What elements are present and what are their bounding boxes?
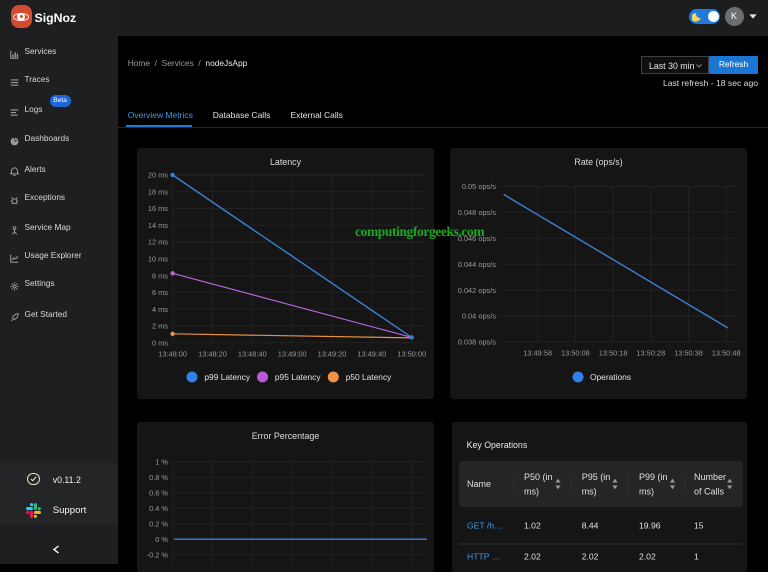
svg-text:Number: Number — [694, 472, 726, 482]
svg-text:0.042 ops/s: 0.042 ops/s — [458, 286, 497, 295]
svg-text:13:49:58: 13:49:58 — [523, 349, 552, 358]
svg-text:13:50:08: 13:50:08 — [561, 349, 590, 358]
svg-text:Operations: Operations — [590, 372, 631, 382]
svg-text:2.02: 2.02 — [524, 552, 541, 562]
svg-text:0.044 ops/s: 0.044 ops/s — [458, 260, 497, 269]
svg-text:8.44: 8.44 — [582, 521, 599, 531]
svg-text:2.02: 2.02 — [582, 552, 599, 562]
svg-text:P99 (in: P99 (in — [639, 472, 668, 482]
svg-text:p50 Latency: p50 Latency — [346, 372, 392, 382]
svg-text:2 ms: 2 ms — [152, 322, 168, 331]
svg-text:-0.2 %: -0.2 % — [147, 550, 169, 559]
svg-text:18 ms: 18 ms — [148, 188, 168, 197]
svg-text:6 ms: 6 ms — [152, 288, 168, 297]
svg-text:1: 1 — [694, 552, 699, 562]
svg-text:8 ms: 8 ms — [152, 271, 168, 280]
svg-text:2.02: 2.02 — [639, 552, 656, 562]
svg-text:15: 15 — [694, 521, 704, 531]
svg-text:Name: Name — [467, 479, 491, 489]
svg-text:ms): ms) — [582, 487, 597, 497]
svg-text:14 ms: 14 ms — [148, 221, 168, 230]
svg-text:0.05 ops/s: 0.05 ops/s — [462, 182, 496, 191]
svg-text:p99 Latency: p99 Latency — [204, 372, 250, 382]
svg-text:P95 (in: P95 (in — [582, 472, 611, 482]
svg-text:0.038 ops/s: 0.038 ops/s — [458, 338, 497, 347]
svg-text:ms): ms) — [524, 487, 539, 497]
svg-text:19.96: 19.96 — [639, 521, 661, 531]
svg-text:0.4 %: 0.4 % — [149, 504, 168, 513]
svg-text:0 %: 0 % — [155, 535, 168, 544]
svg-text:1.02: 1.02 — [524, 521, 541, 531]
svg-text:1 %: 1 % — [155, 457, 168, 466]
svg-text:GET /h…: GET /h… — [467, 521, 503, 531]
svg-text:0.2 %: 0.2 % — [149, 519, 168, 528]
svg-text:10 ms: 10 ms — [148, 255, 168, 264]
svg-text:13:50:48: 13:50:48 — [712, 349, 741, 358]
svg-text:P50 (in: P50 (in — [524, 472, 553, 482]
svg-text:13:49:20: 13:49:20 — [318, 350, 347, 359]
svg-text:0.046 ops/s: 0.046 ops/s — [458, 234, 497, 243]
svg-text:0.048 ops/s: 0.048 ops/s — [458, 208, 497, 217]
svg-text:13:50:38: 13:50:38 — [674, 349, 703, 358]
svg-text:of Calls: of Calls — [694, 487, 725, 497]
svg-text:0.04 ops/s: 0.04 ops/s — [462, 312, 496, 321]
svg-text:13:50:28: 13:50:28 — [636, 349, 665, 358]
svg-text:13:48:00: 13:48:00 — [158, 350, 187, 359]
svg-text:16 ms: 16 ms — [148, 204, 168, 213]
svg-text:13:48:40: 13:48:40 — [238, 350, 267, 359]
svg-text:12 ms: 12 ms — [148, 238, 168, 247]
svg-text:20 ms: 20 ms — [148, 171, 168, 180]
svg-text:13:49:40: 13:49:40 — [357, 350, 386, 359]
svg-text:ms): ms) — [639, 487, 654, 497]
svg-text:13:49:00: 13:49:00 — [278, 350, 307, 359]
svg-text:HTTP …: HTTP … — [467, 552, 500, 562]
svg-text:0.6 %: 0.6 % — [149, 488, 168, 497]
svg-text:4 ms: 4 ms — [152, 305, 168, 314]
svg-text:13:50:18: 13:50:18 — [599, 349, 628, 358]
svg-text:0 ms: 0 ms — [152, 338, 168, 347]
svg-text:0.8 %: 0.8 % — [149, 473, 168, 482]
svg-text:13:50:00: 13:50:00 — [397, 350, 426, 359]
svg-text:13:48:20: 13:48:20 — [198, 350, 227, 359]
svg-text:p95 Latency: p95 Latency — [275, 372, 321, 382]
